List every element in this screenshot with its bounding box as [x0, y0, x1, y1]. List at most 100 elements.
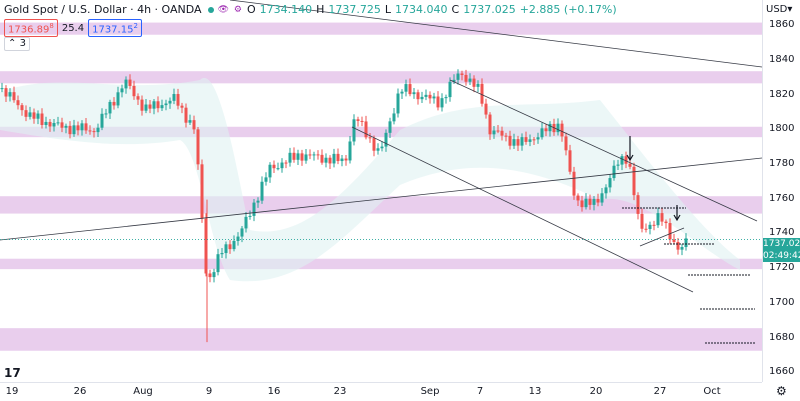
candle-body-110: [440, 98, 444, 108]
candle-body-126: [504, 135, 508, 137]
candle-body-13: [52, 122, 56, 127]
gear-icon[interactable]: ⚙: [776, 384, 787, 398]
candle-body-103: [412, 92, 416, 95]
candle-body-24: [96, 127, 100, 133]
candle-body-87: [348, 141, 352, 161]
time-axis[interactable]: 19 26 Aug 9 16 23 Sep 7 13 20 27 Oct: [0, 382, 762, 401]
candle-body-55: [220, 253, 224, 255]
candle-body-74: [296, 153, 300, 160]
candle-body-38: [152, 101, 156, 109]
candle-body-108: [432, 96, 436, 99]
candle-body-4: [16, 100, 20, 106]
candle-body-15: [60, 122, 64, 128]
candle-body-116: [464, 74, 468, 82]
high-value: 1737.725: [328, 3, 381, 16]
channel-lower-line: [351, 126, 694, 293]
trade-buttons: 1736.898 25.4 1737.152: [4, 19, 142, 38]
candle-body-2: [8, 92, 12, 97]
price-axis[interactable]: 1660 1680 1700 1720 1740 1760 1780 1800 1820 1840…: [762, 0, 800, 382]
candle-body-63: [252, 202, 256, 216]
open-value: 1734.140: [259, 3, 313, 16]
candle-body-121: [484, 103, 488, 115]
buy-price-pip: 2: [133, 22, 138, 30]
price-tick: 1820: [769, 88, 795, 100]
candle-body-106: [424, 94, 428, 97]
candle-body-148: [592, 198, 596, 205]
arrow-down-icon-2: [673, 214, 681, 222]
candle-body-34: [136, 96, 140, 100]
candle-body-8: [32, 112, 36, 119]
sell-button[interactable]: 1736.898: [4, 19, 58, 38]
price-chart[interactable]: [0, 0, 762, 382]
indicators-toggle[interactable]: ⌃ 3: [4, 37, 30, 51]
price-tick: 1760: [769, 192, 795, 204]
candle-body-125: [500, 130, 504, 136]
price-tick: 1660: [769, 366, 795, 378]
price-tick: 1780: [769, 157, 795, 169]
candle-body-104: [416, 92, 420, 100]
candle-body-143: [572, 171, 576, 196]
candle-body-169: [676, 241, 680, 250]
arrow-down-icon-1: [626, 154, 634, 162]
last-price-value: 1737.025: [763, 239, 800, 249]
candle-body-19: [76, 125, 80, 131]
zone-4: [0, 258, 762, 270]
candle-body-90: [360, 120, 364, 122]
tradingview-logo[interactable]: 𝟭𝟳: [4, 366, 21, 380]
legend-action-icons[interactable]: 👁 ⚙: [217, 4, 243, 15]
candle-body-109: [436, 96, 440, 108]
candle-body-71: [284, 162, 288, 164]
candle-body-154: [616, 164, 620, 166]
candle-body-111: [444, 97, 448, 99]
candle-body-167: [668, 223, 672, 240]
candle-body-26: [104, 113, 108, 115]
last-price-label: 1737.025 02:49:42: [763, 238, 800, 262]
candle-body-69: [276, 168, 280, 170]
currency-selector[interactable]: USD▾: [766, 4, 793, 15]
candle-body-43: [172, 94, 176, 101]
symbol-legend: Gold Spot / U.S. Dollar · 4h · OANDA 👁 ⚙…: [4, 3, 617, 16]
candle-body-51: [204, 218, 208, 274]
candle-body-85: [340, 158, 344, 162]
candle-body-161: [644, 228, 648, 230]
chart-canvas[interactable]: [0, 0, 762, 382]
candle-body-32: [128, 79, 132, 86]
symbol-title[interactable]: Gold Spot / U.S. Dollar · 4h · OANDA: [4, 3, 202, 16]
candle-body-56: [224, 244, 228, 254]
candle-body-101: [404, 84, 408, 92]
candle-body-151: [604, 187, 608, 194]
buy-price: 1737.15: [92, 24, 134, 36]
candle-body-86: [344, 158, 348, 161]
price-tick: 1700: [769, 296, 795, 308]
candle-body-119: [476, 83, 480, 87]
chevron-up-icon: ⌃: [8, 38, 17, 49]
candle-body-62: [248, 215, 252, 217]
time-tick: 9: [205, 386, 213, 397]
candle-body-137: [548, 123, 552, 132]
candle-body-128: [512, 139, 516, 146]
candle-body-163: [652, 224, 656, 226]
sell-price: 1736.89: [8, 24, 50, 36]
candle-body-75: [300, 153, 304, 161]
close-value: 1737.025: [463, 3, 516, 16]
candle-body-102: [408, 84, 412, 95]
candle-body-95: [380, 146, 384, 149]
candle-body-9: [36, 113, 40, 119]
candle-body-49: [196, 129, 200, 165]
candle-body-31: [124, 79, 128, 89]
time-tick: Sep: [420, 386, 440, 397]
change-value: +2.885 (+0.17%): [519, 3, 617, 16]
price-tick: 1680: [769, 331, 795, 343]
candle-body-37: [148, 104, 152, 109]
candle-body-93: [372, 138, 376, 151]
buy-button[interactable]: 1737.152: [88, 19, 142, 38]
candle-body-100: [400, 91, 404, 94]
candle-body-117: [468, 78, 472, 82]
candle-body-59: [236, 236, 240, 241]
candle-body-21: [84, 123, 88, 131]
candle-body-153: [612, 165, 616, 179]
candle-body-168: [672, 239, 676, 242]
candle-body-18: [72, 125, 76, 135]
candle-body-162: [648, 224, 652, 230]
time-tick: 7: [476, 386, 484, 397]
